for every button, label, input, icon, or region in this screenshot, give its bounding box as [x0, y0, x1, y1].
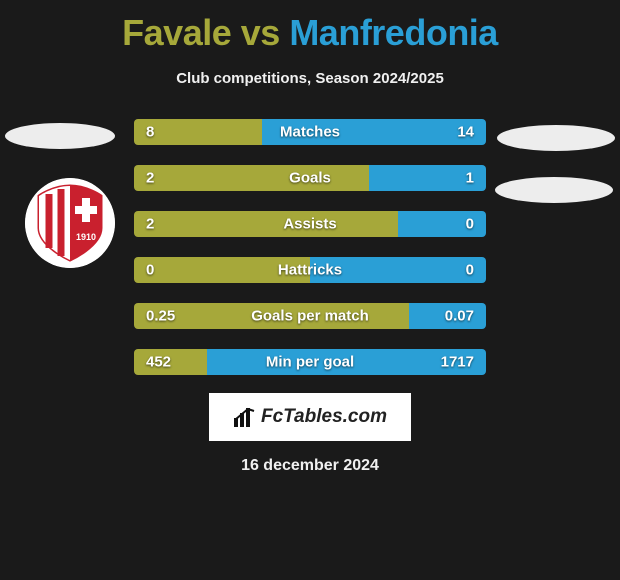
bars-icon	[233, 406, 257, 428]
bar-value-left: 2	[146, 216, 154, 233]
club-crest: 1910	[25, 178, 115, 268]
bar-row: 0 0 Hattricks	[134, 257, 486, 283]
title-player-right: Manfredonia	[289, 12, 498, 53]
bar-segment-left	[134, 211, 398, 237]
bar-value-left: 8	[146, 124, 154, 141]
bar-value-left: 0.25	[146, 308, 175, 325]
bar-value-right: 0.07	[445, 308, 474, 325]
bar-value-right: 0	[466, 216, 474, 233]
decor-oval-right-bottom	[495, 177, 613, 203]
subtitle: Club competitions, Season 2024/2025	[0, 70, 620, 87]
comparison-bars: 8 14 Matches 2 1 Goals 2 0 Assists 0 0 Hattricks 0.2…	[134, 119, 486, 375]
page-title: Favale vs Manfredonia	[0, 0, 620, 54]
bar-value-right: 14	[457, 124, 474, 141]
bar-row: 8 14 Matches	[134, 119, 486, 145]
decor-oval-right-top	[497, 125, 615, 151]
bar-row: 0.25 0.07 Goals per match	[134, 303, 486, 329]
decor-oval-left	[5, 123, 115, 149]
bar-value-left: 2	[146, 170, 154, 187]
bar-stat-label: Assists	[283, 216, 336, 233]
date-text: 16 december 2024	[0, 457, 620, 475]
bar-value-left: 0	[146, 262, 154, 279]
bar-stat-label: Min per goal	[266, 354, 354, 371]
bar-stat-label: Hattricks	[278, 262, 342, 279]
bar-row: 452 1717 Min per goal	[134, 349, 486, 375]
bar-value-right: 1717	[441, 354, 474, 371]
svg-text:1910: 1910	[76, 232, 96, 242]
bar-value-left: 452	[146, 354, 171, 371]
title-vs: vs	[241, 12, 280, 53]
bar-stat-label: Goals	[289, 170, 331, 187]
bar-stat-label: Goals per match	[251, 308, 369, 325]
bar-value-right: 0	[466, 262, 474, 279]
bar-row: 2 1 Goals	[134, 165, 486, 191]
bar-stat-label: Matches	[280, 124, 340, 141]
bar-row: 2 0 Assists	[134, 211, 486, 237]
fctables-logo-box: FcTables.com	[209, 393, 411, 441]
bar-value-right: 1	[466, 170, 474, 187]
title-player-left: Favale	[122, 12, 231, 53]
bar-segment-left	[134, 165, 369, 191]
fctables-logo-text: FcTables.com	[261, 406, 387, 428]
